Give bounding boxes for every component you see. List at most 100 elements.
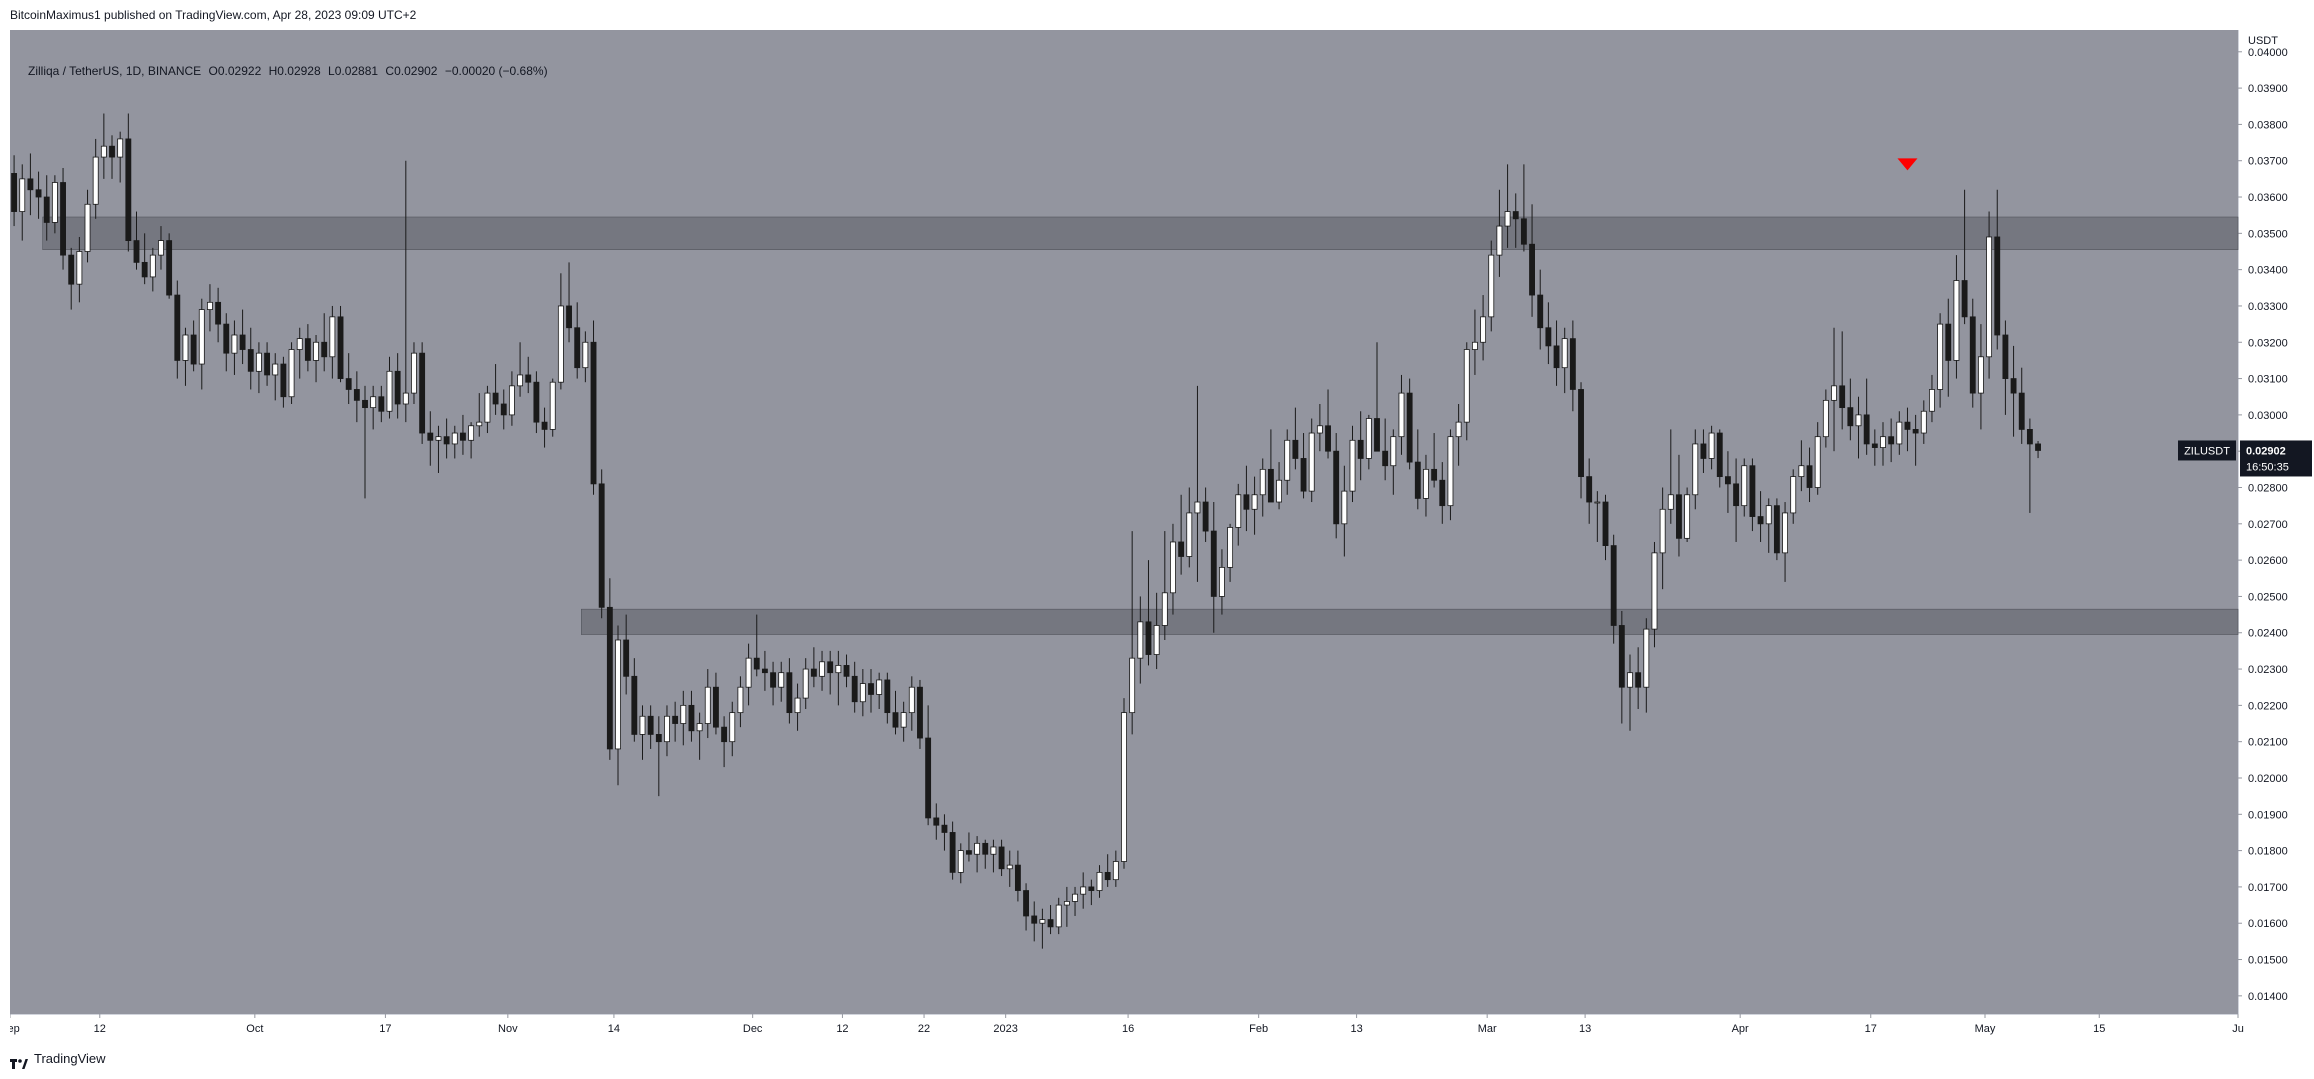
candle-body-down[interactable]: [353, 389, 360, 401]
candle-body-down[interactable]: [337, 316, 344, 379]
candle-body-up[interactable]: [1349, 439, 1356, 492]
candle-body-down[interactable]: [1414, 461, 1421, 499]
candle-body-up[interactable]: [255, 352, 262, 372]
candle-body-up[interactable]: [117, 138, 124, 158]
candle-body-down[interactable]: [11, 173, 18, 212]
candle-body-down[interactable]: [1088, 886, 1095, 891]
resistance-zone[interactable]: [42, 216, 2239, 250]
candle-body-up[interactable]: [1488, 254, 1495, 318]
candle-body-up[interactable]: [1121, 712, 1127, 862]
candle-body-up[interactable]: [859, 683, 866, 703]
candle-body-down[interactable]: [1863, 414, 1870, 445]
candle-body-down[interactable]: [606, 606, 613, 750]
candle-body-up[interactable]: [1251, 494, 1258, 510]
candle-body-up[interactable]: [158, 240, 164, 256]
candle-body-down[interactable]: [1945, 323, 1952, 361]
candle-body-down[interactable]: [1716, 432, 1723, 478]
candle-body-up[interactable]: [1137, 621, 1144, 659]
candle-body-up[interactable]: [900, 712, 907, 728]
candle-body-up[interactable]: [1659, 508, 1666, 554]
candle-body-down[interactable]: [1243, 494, 1250, 510]
candle-body-up[interactable]: [1463, 349, 1470, 423]
candle-body-up[interactable]: [19, 178, 26, 212]
candle-body-down[interactable]: [925, 737, 932, 819]
candle-body-up[interactable]: [1170, 541, 1176, 594]
candle-body-down[interactable]: [590, 341, 597, 485]
candle-body-down[interactable]: [1676, 494, 1682, 539]
candle-body-down[interactable]: [1847, 407, 1854, 427]
candle-body-up[interactable]: [819, 661, 825, 677]
candle-body-down[interactable]: [1512, 211, 1519, 220]
candle-body-down[interactable]: [884, 679, 891, 714]
candle-body-up[interactable]: [1276, 479, 1282, 503]
candle-body-up[interactable]: [737, 686, 744, 714]
time-axis[interactable]: [10, 1014, 2238, 1045]
candle-body-down[interactable]: [239, 334, 246, 350]
candle-body-down[interactable]: [1635, 672, 1642, 688]
candle-body-up[interactable]: [745, 657, 752, 688]
candle-body-up[interactable]: [329, 316, 336, 358]
candle-body-down[interactable]: [247, 349, 254, 372]
candle-body-down[interactable]: [215, 301, 222, 325]
candle-body-down[interactable]: [1994, 236, 2001, 336]
candle-body-down[interactable]: [949, 832, 956, 873]
candle-body-down[interactable]: [868, 683, 874, 695]
candle-body-down[interactable]: [786, 672, 793, 714]
candle-body-up[interactable]: [484, 392, 491, 423]
candle-body-down[interactable]: [1749, 465, 1756, 517]
candle-body-down[interactable]: [2018, 392, 2025, 430]
candle-body-up[interactable]: [704, 686, 711, 724]
candle-body-down[interactable]: [27, 178, 34, 191]
candle-body-up[interactable]: [182, 334, 189, 361]
candle-body-up[interactable]: [1006, 864, 1013, 870]
candle-body-down[interactable]: [631, 675, 638, 735]
candle-body-up[interactable]: [1112, 861, 1119, 881]
candle-body-up[interactable]: [557, 305, 564, 383]
candle-body-down[interactable]: [1031, 915, 1038, 924]
candle-body-up[interactable]: [1455, 421, 1462, 438]
candle-body-down[interactable]: [1724, 476, 1731, 485]
candle-body-up[interactable]: [1129, 657, 1136, 714]
candle-body-up[interactable]: [1480, 316, 1487, 343]
candle-body-down[interactable]: [753, 657, 760, 670]
candle-body-up[interactable]: [435, 436, 442, 441]
candle-body-up[interactable]: [272, 363, 279, 376]
candle-body-down[interactable]: [345, 378, 352, 390]
candle-body-down[interactable]: [304, 338, 311, 361]
candle-body-down[interactable]: [1578, 389, 1584, 478]
candle-body-up[interactable]: [198, 309, 205, 365]
candle-body-down[interactable]: [1618, 625, 1625, 688]
candle-body-up[interactable]: [1929, 389, 1935, 412]
candle-body-up[interactable]: [100, 145, 107, 158]
candle-body-up[interactable]: [1986, 236, 1993, 358]
candle-body-down[interactable]: [321, 341, 328, 358]
candle-body-up[interactable]: [1896, 421, 1903, 445]
candle-body-down[interactable]: [1888, 436, 1895, 445]
candle-body-up[interactable]: [76, 251, 83, 285]
candle-body-up[interactable]: [1692, 443, 1699, 496]
candle-body-up[interactable]: [508, 385, 515, 416]
candle-body-up[interactable]: [451, 432, 458, 445]
candle-body-up[interactable]: [794, 697, 801, 714]
candle-body-down[interactable]: [1520, 218, 1527, 245]
candle-body-up[interactable]: [1219, 566, 1225, 597]
candle-body-up[interactable]: [1365, 418, 1372, 459]
candle-body-down[interactable]: [1023, 890, 1029, 917]
candle-body-down[interactable]: [280, 363, 287, 398]
candle-body-down[interactable]: [998, 846, 1005, 870]
candle-body-up[interactable]: [1235, 494, 1242, 528]
candle-body-down[interactable]: [362, 399, 368, 409]
candle-body-down[interactable]: [1961, 280, 1968, 318]
candle-body-up[interactable]: [1790, 476, 1797, 514]
candle-body-up[interactable]: [1977, 356, 1984, 394]
candle-body-up[interactable]: [1308, 432, 1315, 492]
candle-body-up[interactable]: [957, 850, 964, 873]
candle-body-down[interactable]: [1178, 541, 1185, 557]
candle-body-up[interactable]: [876, 679, 883, 695]
candle-body-up[interactable]: [1284, 439, 1291, 481]
candle-body-down[interactable]: [843, 665, 850, 677]
candle-body-up[interactable]: [1651, 552, 1658, 630]
candle-body-down[interactable]: [60, 182, 66, 256]
candle-body-down[interactable]: [1382, 450, 1389, 467]
candle-body-up[interactable]: [908, 686, 915, 714]
